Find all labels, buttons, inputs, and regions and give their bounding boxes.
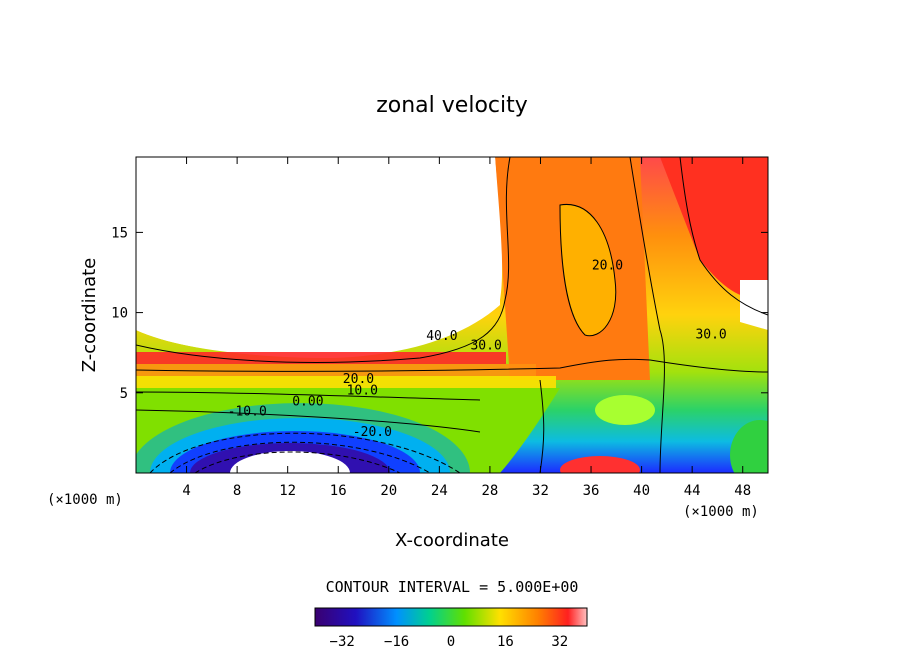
colorbar-tick-label: 0 — [447, 634, 455, 650]
contour-label: -10.0 — [228, 404, 267, 419]
x-axis-label: X-coordinate — [395, 530, 509, 551]
contour-field — [136, 157, 768, 473]
colorbar-tick-label: 16 — [497, 634, 514, 650]
y-tick-label: 10 — [111, 306, 128, 322]
contour-labels: 40.030.020.010.00.00-10.0-20.020.030.0 — [228, 258, 727, 440]
contour-label: 20.0 — [592, 258, 623, 273]
contour-label: 30.0 — [695, 327, 726, 342]
contour-label: 10.0 — [347, 383, 378, 398]
contour-label: 0.00 — [292, 395, 323, 410]
x-tick-label: 12 — [279, 483, 296, 499]
x-tick-label: 32 — [532, 483, 549, 499]
x-tick-label: 24 — [431, 483, 448, 499]
contour-label: 40.0 — [426, 329, 457, 344]
contour-label: -20.0 — [353, 425, 392, 440]
y-axis-label: Z-coordinate — [79, 258, 100, 373]
x-tick-label: 4 — [182, 483, 190, 499]
y-tick-label: 5 — [120, 386, 128, 402]
contour-interval-text: CONTOUR INTERVAL = 5.000E+00 — [326, 578, 579, 596]
x-tick-label: 36 — [583, 483, 600, 499]
y-axis-ticks: 5 10 15 — [111, 225, 768, 402]
plot-frame — [135, 156, 769, 474]
x-tick-label: 28 — [481, 483, 498, 499]
colorbar — [314, 607, 588, 627]
colorbar-tick-label: −32 — [330, 634, 355, 650]
x-tick-label: 8 — [233, 483, 241, 499]
x-tick-label: 44 — [684, 483, 701, 499]
colorbar-tick-label: −16 — [384, 634, 409, 650]
contour-label: 20.0 — [343, 372, 374, 387]
x-units-left: (×1000 m) — [47, 492, 123, 508]
x-tick-label: 20 — [380, 483, 397, 499]
colorbar-ticks: −32 −16 0 16 32 — [330, 634, 569, 650]
y-tick-label: 15 — [111, 225, 128, 241]
contour-label: 30.0 — [470, 338, 501, 353]
x-tick-label: 40 — [633, 483, 650, 499]
x-units-right: (×1000 m) — [683, 504, 759, 520]
chart-title: zonal velocity — [376, 93, 528, 118]
x-axis-ticks: 4 8 12 16 20 24 28 32 36 40 44 48 — [182, 157, 751, 499]
colorbar-tick-label: 32 — [551, 634, 568, 650]
x-tick-label: 48 — [734, 483, 751, 499]
x-tick-label: 16 — [330, 483, 347, 499]
